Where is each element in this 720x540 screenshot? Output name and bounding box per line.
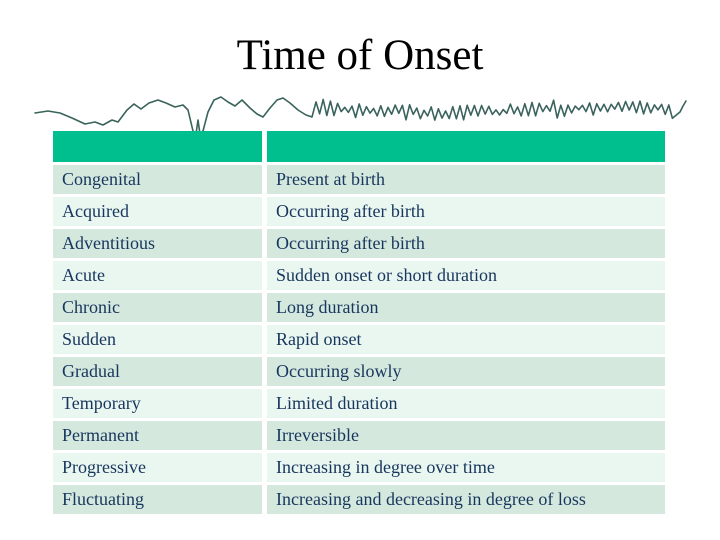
term-cell: Adventitious xyxy=(53,229,262,258)
onset-definition-table: Congenital Present at birth Acquired Occ… xyxy=(53,131,665,514)
definition-cell: Occurring after birth xyxy=(267,197,665,226)
term-cell: Acute xyxy=(53,261,262,290)
term-cell: Chronic xyxy=(53,293,262,322)
term-cell: Permanent xyxy=(53,421,262,450)
term-cell: Temporary xyxy=(53,389,262,418)
definition-cell: Long duration xyxy=(267,293,665,322)
waveform-squiggle-divider-icon xyxy=(34,96,687,135)
definition-cell: Present at birth xyxy=(267,165,665,194)
term-cell: Congenital xyxy=(53,165,262,194)
definition-cell: Occurring after birth xyxy=(267,229,665,258)
term-cell: Acquired xyxy=(53,197,262,226)
definition-cell: Rapid onset xyxy=(267,325,665,354)
term-cell: Fluctuating xyxy=(53,485,262,514)
definition-cell: Limited duration xyxy=(267,389,665,418)
definition-cell: Irreversible xyxy=(267,421,665,450)
term-cell: Sudden xyxy=(53,325,262,354)
definition-cell: Increasing in degree over time xyxy=(267,453,665,482)
table-header-definition xyxy=(267,131,665,162)
term-cell: Progressive xyxy=(53,453,262,482)
table-header-term xyxy=(53,131,262,162)
definition-cell: Occurring slowly xyxy=(267,357,665,386)
definition-cell: Increasing and decreasing in degree of l… xyxy=(267,485,665,514)
term-cell: Gradual xyxy=(53,357,262,386)
slide-title: Time of Onset xyxy=(236,32,484,79)
definition-cell: Sudden onset or short duration xyxy=(267,261,665,290)
